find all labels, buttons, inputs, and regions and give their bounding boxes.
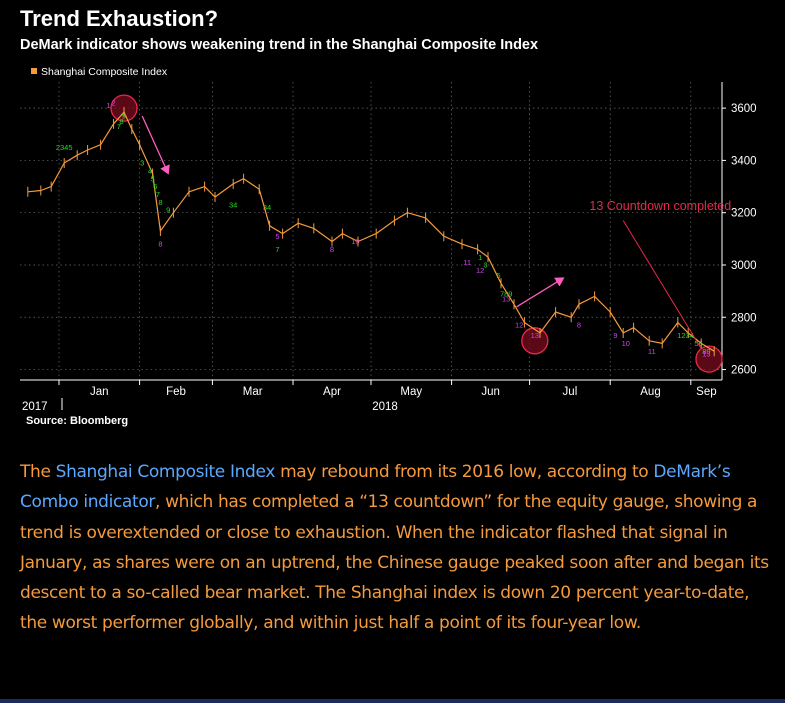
setup-count-label: 34 <box>229 200 237 209</box>
x-month-label: Feb <box>166 386 186 398</box>
caption-text: may rebound from its 2016 low, according… <box>275 462 654 482</box>
highlight-circle <box>521 327 549 355</box>
x-year-label: 2017 <box>22 401 48 413</box>
chart-title: Trend Exhaustion? <box>20 6 219 31</box>
setup-count-label: 7 <box>117 122 121 131</box>
setup-count-label: 3 <box>483 261 487 270</box>
setup-count-label: 5 <box>151 174 155 183</box>
source-note: Source: Bloomberg <box>26 415 129 427</box>
setup-count-label: 1234 <box>677 331 694 340</box>
annotation-pointer <box>622 220 702 349</box>
annotation-label: 13 Countdown completed <box>589 199 731 213</box>
caption-link[interactable]: DeMark’s Combo indicator <box>20 462 731 513</box>
y-tick-label: 3200 <box>731 208 757 220</box>
x-year-label: 2018 <box>372 401 398 413</box>
countdown-count-label: 13 <box>531 331 539 340</box>
countdown-count-label: 8 <box>158 240 162 249</box>
countdown-count-label: 2 <box>112 99 116 108</box>
countdown-count-label: 9 <box>613 331 617 340</box>
chart-plot: 2600 2800 3000 3200 3400 3600 Jan Feb Mar Apr May J… <box>20 82 757 413</box>
bottom-rule <box>0 699 785 703</box>
chart-subtitle: DeMark indicator shows weakening trend i… <box>20 37 539 53</box>
setup-count-label: 34 <box>263 203 271 212</box>
countdown-count-label: 8 <box>577 321 581 330</box>
x-month-label: Jun <box>481 386 500 398</box>
setup-count-label: 7 <box>156 190 160 199</box>
y-tick-label: 2600 <box>731 365 757 377</box>
setup-count-label: 3 <box>140 159 144 168</box>
setup-count-label: 4 <box>148 166 152 175</box>
countdown-count-label: 11 <box>463 258 471 267</box>
y-tick-label: 3600 <box>731 103 757 115</box>
y-tick-label: 2800 <box>731 312 757 324</box>
setup-count-label: 8 <box>158 198 162 207</box>
setup-count-label: 2345 <box>56 143 73 152</box>
caption-text: , which has completed a “13 countdown” f… <box>20 492 769 634</box>
trend-arrow <box>516 277 565 308</box>
countdown-count-label: 10 <box>351 237 359 246</box>
x-month-label: Jan <box>90 386 109 398</box>
x-month-label: Apr <box>323 386 341 398</box>
countdown-count-label: 13 <box>502 295 510 304</box>
x-month-label: Jul <box>563 386 578 398</box>
setup-count-label: 89 <box>702 347 710 356</box>
legend: Shanghai Composite Index <box>31 66 167 78</box>
setup-count-label: 5 <box>496 271 500 280</box>
legend-label: Shanghai Composite Index <box>41 66 168 78</box>
countdown-count-label: 13 <box>702 349 710 358</box>
highlight-circle <box>695 345 723 373</box>
caption-text: The <box>20 462 56 482</box>
setup-count-label: 7 <box>275 245 279 254</box>
countdown-count-label: 12 <box>476 266 484 275</box>
setup-count-label: 1 <box>478 253 482 262</box>
countdown-count-label: 11 <box>648 347 656 356</box>
x-month-label: May <box>400 386 422 398</box>
setup-count-label: 9 <box>122 112 126 121</box>
countdown-count-label: 12 <box>515 321 523 330</box>
trend-arrow <box>141 115 170 175</box>
caption-link[interactable]: Shanghai Composite Index <box>55 462 276 482</box>
countdown-count-label: 8 <box>330 245 334 254</box>
setup-count-label: 789 <box>500 289 513 298</box>
caption-paragraph: The Shanghai Composite Index may rebound… <box>20 457 770 639</box>
setup-count-label: 6 <box>153 182 157 191</box>
setup-count-label: 8 <box>119 117 123 126</box>
countdown-count-label: 1 <box>106 101 110 110</box>
series-line <box>27 111 715 352</box>
y-tick-label: 3000 <box>731 260 757 272</box>
x-month-label: Mar <box>243 386 263 398</box>
x-month-label: Aug <box>640 386 660 398</box>
legend-swatch <box>31 68 37 74</box>
y-tick-label: 3400 <box>731 155 757 167</box>
x-month-label: Sep <box>696 386 716 398</box>
countdown-count-label: 10 <box>622 339 630 348</box>
countdown-count-label: 5 <box>275 232 279 241</box>
setup-count-label: 9 <box>166 206 170 215</box>
